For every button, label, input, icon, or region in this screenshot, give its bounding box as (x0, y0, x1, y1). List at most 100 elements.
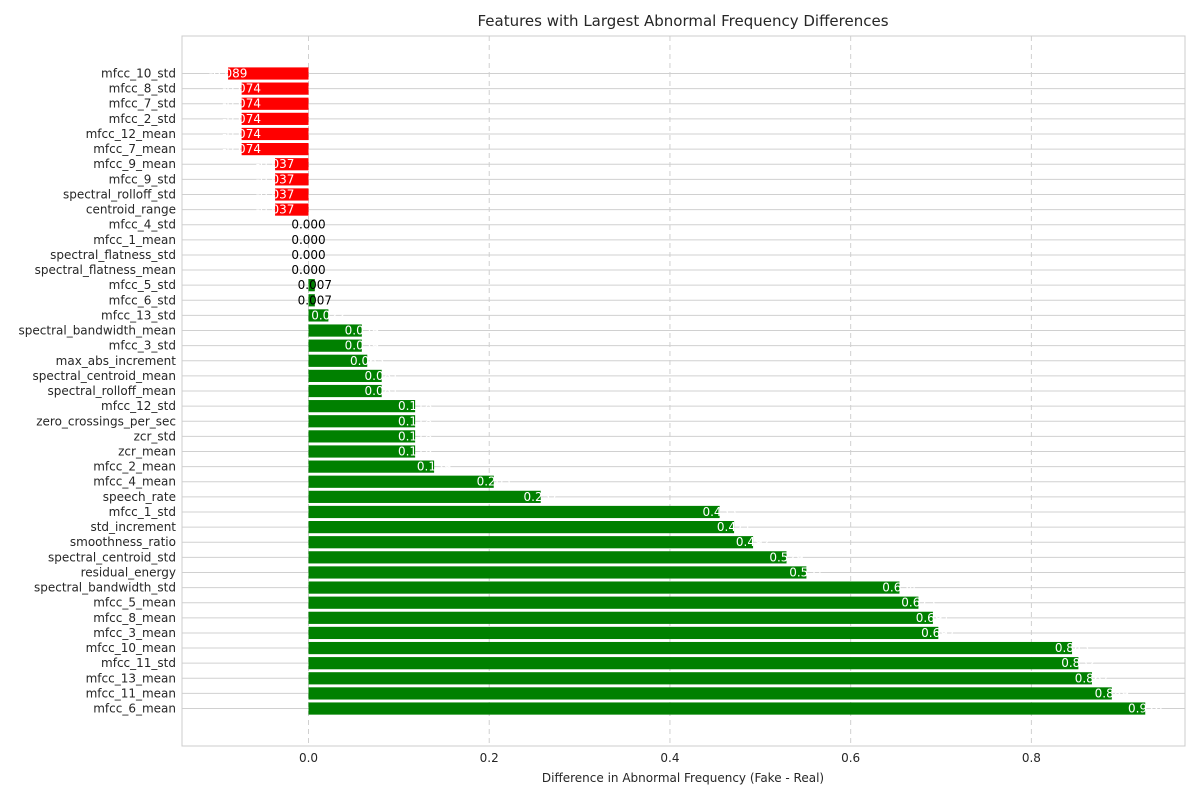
value-label: 0.022 (311, 308, 345, 322)
category-label: spectral_centroid_mean (33, 369, 176, 383)
value-label: 0.118 (398, 429, 432, 443)
bar (241, 112, 309, 125)
bar (308, 611, 933, 624)
bar (308, 384, 382, 398)
category-label: spectral_centroid_std (48, 550, 176, 564)
category-label: mfcc_6_mean (93, 702, 176, 716)
category-label: spectral_flatness_mean (35, 263, 176, 277)
value-label: -0.074 (222, 82, 261, 96)
bar (308, 309, 329, 322)
category-label: mfcc_3_std (109, 339, 176, 353)
chart-title: Features with Largest Abnormal Frequency… (477, 12, 888, 30)
value-label: -0.074 (222, 127, 261, 141)
value-label: 0.000 (291, 233, 325, 247)
bar (241, 127, 309, 141)
category-label: mfcc_8_mean (93, 611, 176, 625)
category-label: mfcc_11_mean (86, 686, 176, 700)
category-label: zero_crossings_per_sec (36, 414, 176, 428)
value-label: 0.081 (365, 384, 399, 398)
value-label: -0.037 (256, 157, 295, 171)
value-labels: -0.089-0.074-0.074-0.074-0.074-0.074-0.0… (209, 67, 1163, 716)
value-label: -0.074 (222, 97, 261, 111)
value-label: -0.074 (222, 142, 261, 156)
category-label: mfcc_13_std (101, 308, 176, 322)
value-label: -0.074 (222, 112, 261, 126)
category-label: std_increment (90, 520, 176, 534)
category-label: mfcc_5_mean (93, 596, 176, 610)
x-tick-label: 0.2 (480, 751, 499, 765)
category-label: mfcc_8_std (109, 82, 176, 96)
x-tick-label: 0.4 (660, 751, 679, 765)
value-label: 0.889 (1095, 686, 1129, 700)
value-label: 0.007 (298, 293, 332, 307)
value-label: 0.065 (350, 354, 384, 368)
category-label: mfcc_1_std (109, 505, 176, 519)
category-label: speech_rate (103, 490, 176, 504)
plot-frame (181, 35, 1186, 747)
category-label: spectral_rolloff_std (63, 187, 176, 201)
bar (241, 97, 309, 110)
category-label: mfcc_3_mean (93, 626, 176, 640)
value-label: 0.455 (702, 505, 736, 519)
bar (308, 294, 315, 307)
category-label: mfcc_10_mean (86, 641, 176, 655)
bar (275, 158, 309, 171)
category-label: smoothness_ratio (70, 535, 176, 549)
category-label: residual_energy (81, 565, 176, 579)
category-label: centroid_range (86, 203, 176, 217)
x-tick-labels: 0.0 0.2 0.4 0.6 0.8 (299, 751, 1041, 765)
bar (241, 82, 309, 95)
category-label: zcr_std (134, 429, 176, 443)
value-label: 0.529 (769, 550, 803, 564)
value-label: -0.037 (256, 172, 295, 186)
value-label: 0.007 (298, 278, 332, 292)
x-tick-label: 0.8 (1022, 751, 1041, 765)
bar (308, 566, 807, 579)
bar (241, 143, 309, 156)
bar (308, 702, 1146, 715)
value-label: 0.118 (398, 399, 432, 413)
value-label: 0.059 (345, 324, 379, 338)
category-label: mfcc_5_std (109, 278, 176, 292)
bar (308, 581, 900, 594)
bar (308, 354, 368, 367)
category-label: spectral_flatness_std (50, 248, 176, 262)
category-label: mfcc_11_std (101, 656, 176, 670)
bar (308, 445, 416, 458)
category-label: mfcc_9_mean (93, 157, 176, 171)
bar (275, 188, 309, 201)
bar (308, 672, 1092, 685)
bar (308, 400, 416, 413)
value-label: 0.118 (398, 414, 432, 428)
category-label: spectral_bandwidth_mean (19, 324, 176, 338)
bar (308, 521, 735, 534)
category-label: mfcc_7_std (109, 97, 176, 111)
bar (308, 657, 1079, 670)
value-label: 0.000 (291, 263, 325, 277)
value-label: 0.205 (477, 475, 511, 489)
bar (275, 173, 309, 186)
bar (308, 490, 541, 503)
value-label: 0.675 (901, 596, 935, 610)
category-label: mfcc_13_mean (86, 671, 176, 685)
bar (308, 596, 919, 609)
value-label: 0.257 (524, 490, 558, 504)
category-label: mfcc_4_mean (93, 475, 176, 489)
bar (308, 536, 754, 549)
value-label: -0.037 (256, 187, 295, 201)
value-label: 0.697 (921, 626, 955, 640)
category-label: spectral_rolloff_mean (48, 384, 177, 398)
bar (308, 687, 1112, 700)
value-label: 0.852 (1061, 656, 1095, 670)
category-label: zcr_mean (118, 445, 176, 459)
category-label: mfcc_4_std (109, 218, 176, 232)
bar (308, 551, 787, 564)
value-label: -0.089 (209, 67, 248, 81)
value-label: 0.691 (916, 611, 950, 625)
bar (308, 626, 939, 640)
bar (308, 505, 720, 519)
category-label: mfcc_6_std (109, 293, 176, 307)
value-label: 0.000 (291, 218, 325, 232)
category-labels: mfcc_10_stdmfcc_8_stdmfcc_7_stdmfcc_2_st… (19, 67, 177, 716)
